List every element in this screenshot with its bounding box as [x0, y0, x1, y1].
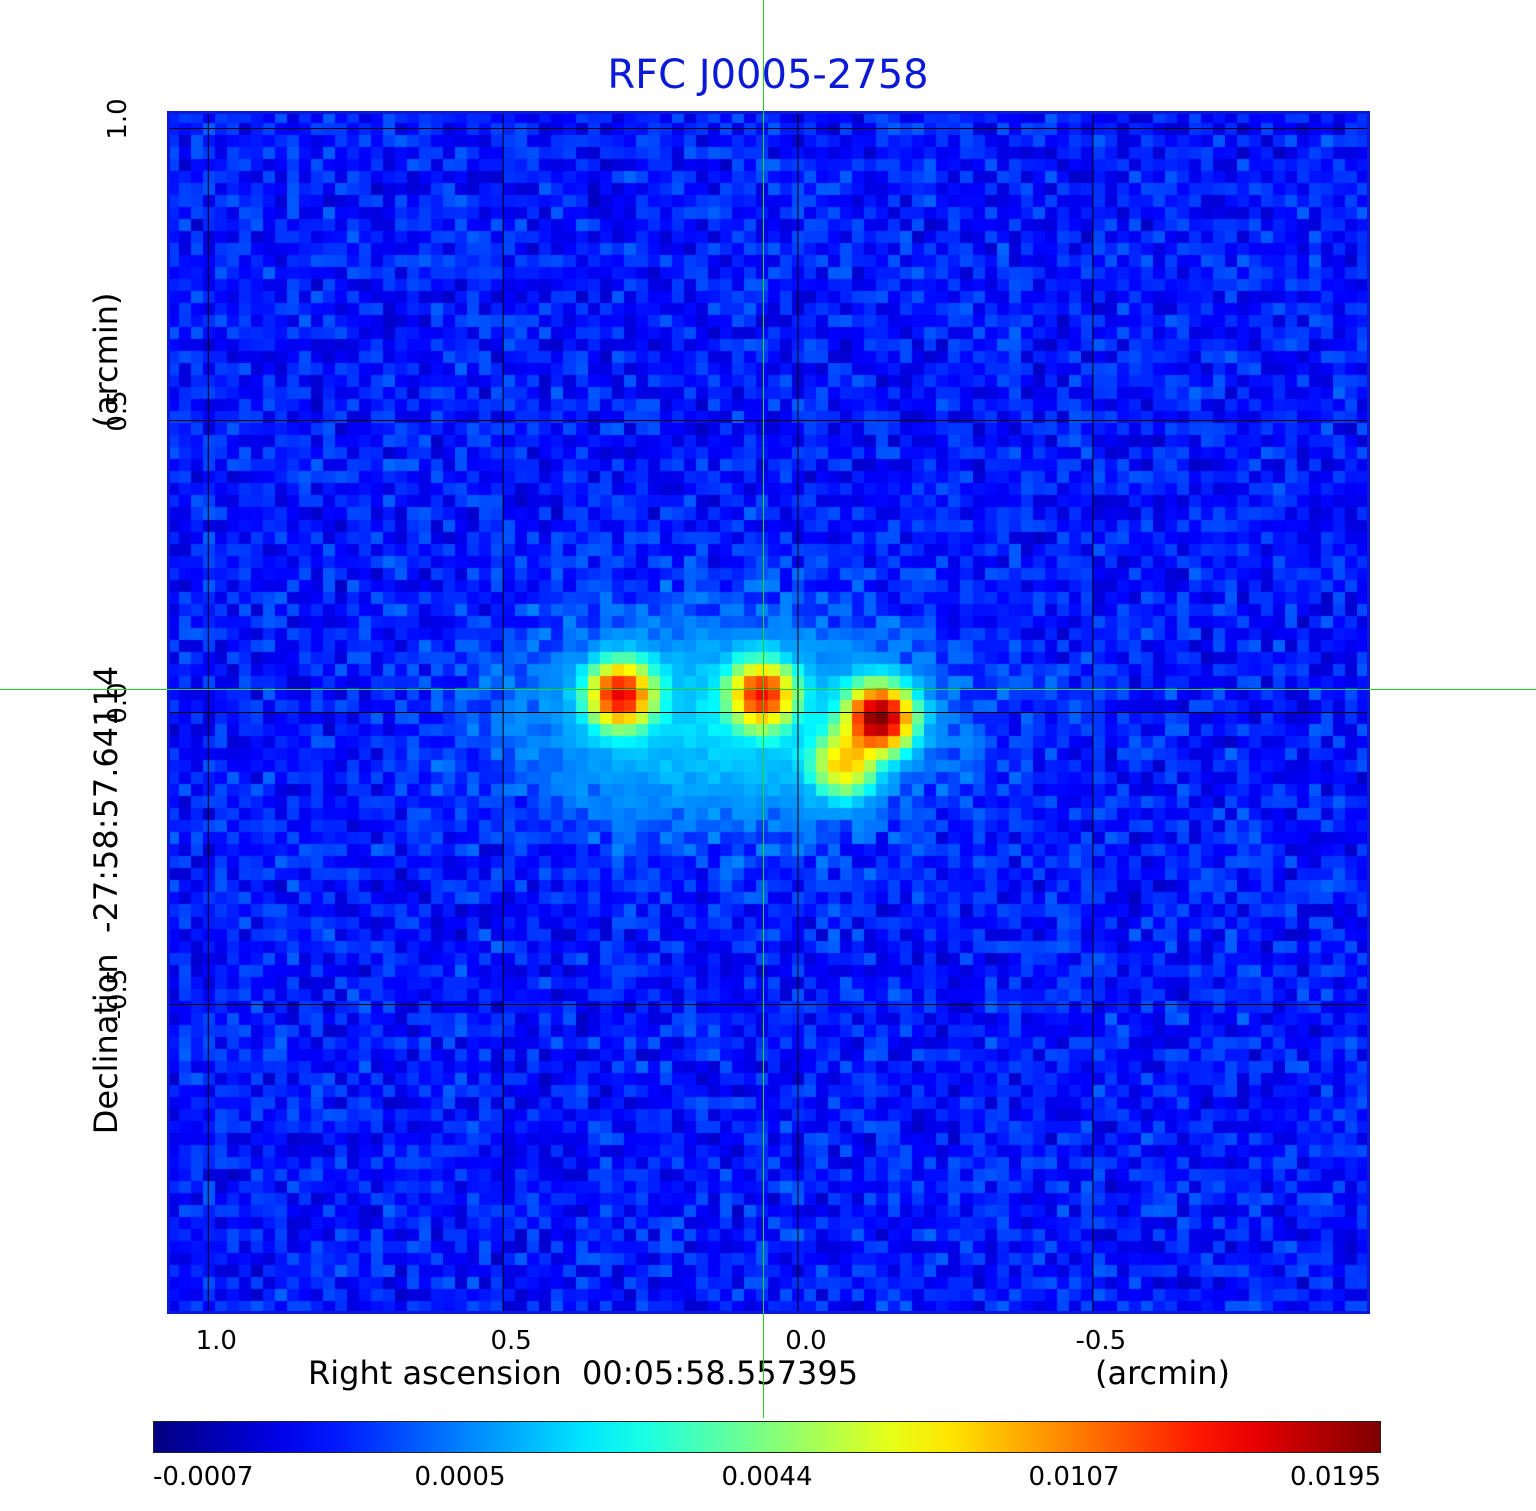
crosshair-horizontal-line	[0, 689, 1536, 691]
grid-overlay	[167, 111, 1370, 1314]
image-plot-area[interactable]	[167, 111, 1370, 1314]
x-tick-label: 0.0	[785, 1326, 827, 1356]
x-tick-label: 0.5	[490, 1326, 532, 1356]
y-axis-label: Declination -27:58:57.64114	[87, 665, 125, 1135]
x-tick-label: 1.0	[195, 1326, 237, 1356]
y-tick-label: 1.0	[103, 97, 133, 140]
chart-title: RFC J0005-2758	[607, 52, 929, 98]
y-axis-unit: (arcmin)	[87, 292, 125, 428]
colorbar	[153, 1421, 1381, 1453]
x-axis-unit: (arcmin)	[1095, 1354, 1230, 1392]
colorbar-tick-label: 0.0195	[1290, 1462, 1381, 1492]
colorbar-tick-label: 0.0107	[1028, 1462, 1120, 1492]
crosshair-vertical-line	[762, 0, 764, 1418]
colorbar-tick-label: 0.0044	[721, 1462, 813, 1492]
colorbar-tick-label: -0.0007	[153, 1462, 254, 1492]
x-tick-label: -0.5	[1075, 1326, 1127, 1356]
colorbar-tick-label: 0.0005	[414, 1462, 506, 1492]
x-axis-label: Right ascension 00:05:58.557395	[308, 1354, 859, 1392]
plot-frame	[167, 111, 1370, 1314]
